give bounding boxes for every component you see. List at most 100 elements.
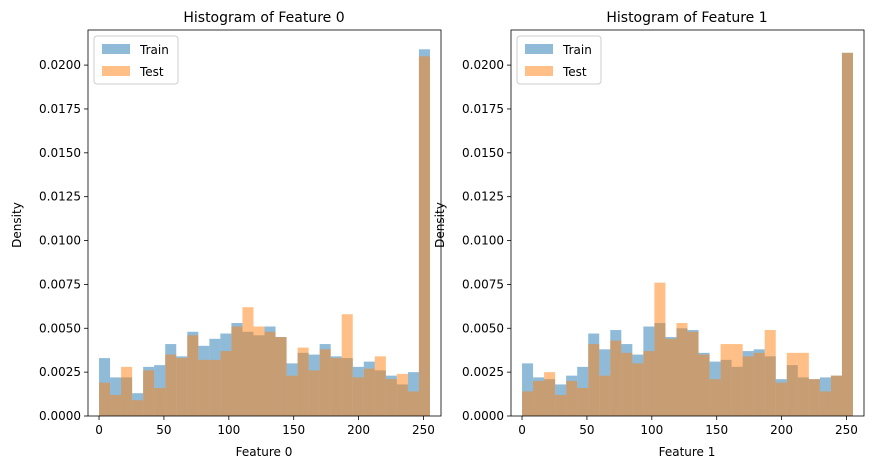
legend-swatch [102, 44, 130, 54]
test-bar [319, 349, 331, 416]
y-tick-label: 0.0000 [462, 409, 504, 423]
test-bar [753, 352, 765, 416]
test-bar [99, 382, 111, 416]
test-bar [198, 359, 210, 416]
test-bar [176, 358, 188, 416]
subplot-feature-0: Histogram of Feature 0 Feature 0 Density… [10, 10, 442, 459]
test-bar [841, 52, 853, 417]
y-axis-ticks: 0.0000 0.0025 0.0050 0.0075 0.0100 0.0125 0.01… [462, 58, 511, 423]
y-tick-label: 0.0025 [39, 365, 81, 379]
x-tick-label: 150 [705, 423, 728, 437]
test-bar [231, 326, 243, 416]
test-bar [154, 387, 166, 416]
x-tick-label: 200 [347, 423, 370, 437]
test-bar [165, 354, 177, 416]
test-bar [418, 56, 430, 417]
chart-title: Histogram of Feature 1 [606, 10, 767, 26]
x-axis-ticks: 0 50 100 150 200 250 [518, 416, 858, 437]
y-tick-label: 0.0100 [39, 234, 81, 248]
test-bar [275, 337, 287, 416]
test-bar [253, 326, 265, 416]
test-bar [797, 352, 809, 416]
test-bar [555, 394, 567, 416]
test-bar [363, 368, 375, 416]
subplot-feature-1: Histogram of Feature 1 Feature 1 Density… [433, 10, 865, 459]
test-bar [132, 400, 144, 416]
y-tick-label: 0.0100 [462, 234, 504, 248]
test-bar [742, 356, 754, 416]
test-bar [143, 370, 155, 416]
x-tick-label: 50 [579, 423, 594, 437]
test-bar [676, 323, 688, 416]
test-bar [643, 351, 655, 416]
y-tick-label: 0.0175 [39, 102, 81, 116]
test-bar [385, 379, 397, 416]
x-axis-label: Feature 0 [236, 445, 293, 459]
test-bar [209, 359, 221, 416]
y-tick-label: 0.0175 [462, 102, 504, 116]
test-bar [374, 356, 386, 416]
test-bar [599, 375, 611, 416]
test-bar [220, 351, 232, 416]
test-bar [544, 372, 556, 416]
x-tick-label: 250 [835, 423, 858, 437]
test-bar [632, 363, 644, 416]
y-axis-ticks: 0.0000 0.0025 0.0050 0.0075 0.0100 0.0125 0.01… [39, 58, 88, 423]
y-tick-label: 0.0050 [39, 321, 81, 335]
test-bar [687, 331, 699, 416]
x-tick-label: 150 [282, 423, 305, 437]
x-tick-label: 100 [640, 423, 663, 437]
x-tick-label: 0 [95, 423, 103, 437]
test-bar [731, 344, 743, 416]
test-bar [242, 307, 254, 416]
test-bar [698, 354, 710, 416]
train-bar [522, 363, 534, 416]
test-bar [786, 352, 798, 416]
y-tick-label: 0.0050 [462, 321, 504, 335]
x-tick-label: 0 [518, 423, 526, 437]
test-bar [286, 375, 298, 416]
plot-frame [87, 29, 442, 417]
test-bar [566, 380, 578, 416]
y-tick-label: 0.0200 [462, 58, 504, 72]
test-bar [720, 344, 732, 416]
y-tick-label: 0.0000 [39, 409, 81, 423]
test-bar [808, 379, 820, 416]
plot-frame [510, 29, 865, 417]
x-tick-label: 200 [770, 423, 793, 437]
test-bar [110, 394, 122, 416]
test-bar [308, 370, 320, 416]
y-tick-label: 0.0125 [462, 190, 504, 204]
test-bar [121, 366, 133, 416]
test-bar [665, 338, 677, 416]
legend: Train Test [516, 35, 602, 85]
test-bar [352, 377, 364, 416]
test-bar [264, 331, 276, 416]
legend-swatch [525, 44, 553, 54]
test-bar [522, 391, 534, 416]
y-tick-label: 0.0150 [462, 146, 504, 160]
test-bar [341, 314, 353, 416]
x-tick-label: 100 [217, 423, 240, 437]
test-bar [830, 375, 842, 416]
test-bar [533, 380, 545, 416]
test-bar [775, 382, 787, 416]
y-tick-label: 0.0075 [39, 277, 81, 291]
test-bar [709, 379, 721, 416]
legend-swatch [102, 66, 130, 76]
test-bar [819, 391, 831, 416]
y-tick-label: 0.0200 [39, 58, 81, 72]
bars-layer [522, 52, 853, 417]
y-axis-label: Density [10, 202, 24, 248]
test-bar [764, 330, 776, 416]
test-bar [621, 352, 633, 416]
test-bar [330, 358, 342, 416]
legend-label: Test [139, 65, 164, 79]
legend: Train Test [93, 35, 179, 85]
y-tick-label: 0.0125 [39, 190, 81, 204]
legend-swatch [525, 66, 553, 76]
legend-label: Train [562, 43, 592, 57]
x-tick-label: 250 [412, 423, 435, 437]
test-bar [588, 344, 600, 416]
test-bar [610, 340, 622, 416]
